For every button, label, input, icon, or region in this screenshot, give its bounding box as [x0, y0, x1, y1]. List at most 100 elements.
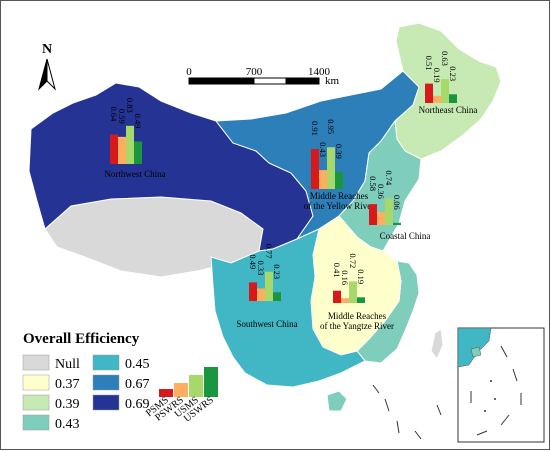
- sea-boundary-lines: [372, 384, 442, 440]
- scale-tick-700: 700: [246, 66, 263, 78]
- region-label: Northwest China: [104, 169, 165, 179]
- region-bar-value: 0.64: [109, 107, 119, 123]
- region-bar-value: 0.06: [392, 195, 402, 210]
- region-bar: [369, 204, 377, 225]
- legend-swatch: [22, 374, 50, 391]
- region-bar: [357, 297, 365, 303]
- region-bar: [425, 83, 433, 103]
- legend-items: Null 0.37 0.39 0.43 0.45 0.67 0.69: [22, 354, 150, 432]
- scale-unit: km: [325, 75, 340, 87]
- region-bar: [126, 125, 134, 164]
- region-bar-value: 0.49: [248, 254, 258, 269]
- scale-tick-0: 0: [186, 66, 192, 78]
- region-bar: [393, 222, 401, 225]
- region-bar-value: 0.33: [256, 260, 266, 275]
- north-arrow-icon: [38, 58, 48, 91]
- legend-label: 0.67: [125, 377, 150, 392]
- region-bar: [449, 94, 457, 103]
- region-bar: [333, 290, 341, 303]
- region-chart: 0.510.19 0.630.23 Northeast China: [419, 51, 478, 115]
- region-label: Southwest China: [236, 319, 297, 329]
- scale-bar: 0 700 1400 km: [186, 66, 339, 87]
- region-bar-value: 0.23: [272, 264, 282, 279]
- legend-swatch: [92, 394, 120, 411]
- north-arrow: N: [38, 42, 56, 91]
- region-bar-value: 0.95: [326, 119, 336, 134]
- region-label: Middle Reaches: [328, 311, 387, 321]
- scale-tick-1400: 1400: [308, 66, 331, 78]
- region-southwest-china: [210, 228, 366, 388]
- region-bar-value: 0.74: [384, 170, 394, 186]
- region-bar-value: 0.91: [310, 121, 320, 136]
- region-bar-value: 0.83: [125, 98, 135, 113]
- region-bar-value: 0.43: [318, 142, 328, 157]
- region-bar: [377, 212, 385, 225]
- region-bar-value: 0.19: [432, 68, 442, 83]
- bar-legend-swatch: [159, 389, 173, 397]
- region-bar: [273, 292, 281, 301]
- region-label: Middle Reaches: [310, 191, 369, 201]
- legend-swatch: [92, 374, 120, 391]
- region-bar: [349, 281, 357, 303]
- region-bar-value: 0.59: [117, 109, 127, 124]
- bar-legend-swatch: [204, 367, 218, 397]
- legend-swatch: [22, 354, 50, 371]
- legend-label: 0.37: [55, 377, 80, 392]
- region-bar: [110, 134, 118, 164]
- region-bar: [385, 198, 393, 225]
- region-label: of the Yangtze River: [320, 321, 394, 331]
- region-bar-value: 0.72: [348, 253, 358, 268]
- island-taiwan: [430, 328, 444, 360]
- region-bar: [319, 170, 327, 189]
- overall-efficiency-legend: Overall Efficiency Null 0.37 0.39 0.43 0.45 0…: [22, 331, 150, 432]
- region-bar-value: 0.36: [376, 184, 386, 199]
- legend-swatch: [22, 414, 50, 431]
- region-bar: [249, 282, 257, 301]
- region-bar-value: 0.23: [448, 66, 458, 81]
- region-chart: 0.490.330.77 0.23 Southwest China: [236, 244, 297, 329]
- bar-legend-swatch: [174, 383, 188, 397]
- region-chart: 0.580.360.74 0.06 Coastal China: [368, 170, 430, 241]
- region-bar: [341, 298, 349, 303]
- legend-label: 0.43: [55, 417, 80, 432]
- region-bar-value: 0.49: [133, 113, 143, 128]
- region-bar: [327, 147, 335, 189]
- region-bar-value: 0.63: [440, 51, 450, 66]
- region-bar-value: 0.58: [368, 176, 378, 191]
- inset-map: [457, 327, 545, 443]
- region-label: of the Yellow River: [304, 201, 375, 211]
- region-bar: [134, 141, 142, 164]
- region-bar-value: 0.77: [264, 244, 274, 259]
- legend-title: Overall Efficiency: [23, 331, 140, 347]
- bar-legend-swatch: [189, 375, 203, 397]
- legend-label: Null: [55, 357, 80, 372]
- region-bar-value: 0.39: [334, 144, 344, 159]
- region-bar: [335, 171, 343, 189]
- region-bar: [433, 95, 441, 103]
- north-arrow-label: N: [42, 42, 52, 57]
- regions-layer: [28, 22, 502, 412]
- region-bar: [257, 288, 265, 301]
- region-bar-value: 0.51: [424, 56, 434, 71]
- region-bar: [265, 271, 273, 301]
- legend-swatch: [92, 354, 120, 371]
- legend-label: 0.45: [125, 357, 150, 372]
- region-bar: [118, 136, 126, 164]
- region-bar-value: 0.16: [340, 270, 350, 285]
- region-bar: [311, 148, 319, 189]
- region-bar: [441, 79, 449, 103]
- legend-label: 0.69: [125, 397, 150, 412]
- legend-swatch: [22, 394, 50, 411]
- region-chart: 0.640.590.830.49 Northwest China: [104, 98, 165, 179]
- region-label: Coastal China: [380, 231, 431, 241]
- legend-label: 0.39: [55, 397, 80, 412]
- region-bar-value: 0.41: [332, 263, 342, 278]
- region-label: Northeast China: [419, 105, 478, 115]
- region-bar-value: 0.19: [356, 269, 366, 284]
